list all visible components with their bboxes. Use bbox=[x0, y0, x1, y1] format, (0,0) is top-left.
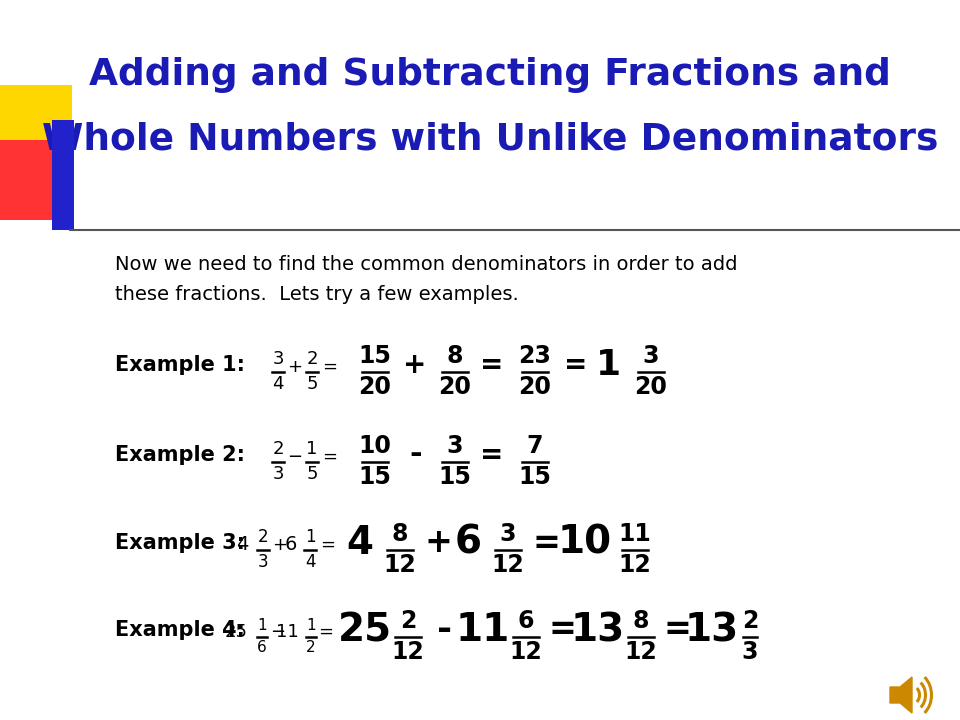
Text: 4: 4 bbox=[273, 375, 284, 393]
Text: 2: 2 bbox=[306, 350, 318, 368]
Text: =: = bbox=[564, 351, 588, 379]
Bar bbox=[52, 120, 74, 230]
Text: 4: 4 bbox=[304, 553, 315, 571]
Text: 12: 12 bbox=[492, 553, 524, 577]
Text: =: = bbox=[663, 613, 691, 647]
Text: -: - bbox=[410, 441, 422, 469]
Text: 10: 10 bbox=[359, 434, 392, 458]
Polygon shape bbox=[890, 677, 912, 713]
Text: +: + bbox=[287, 358, 302, 376]
Text: 1: 1 bbox=[595, 348, 620, 382]
Text: =: = bbox=[480, 351, 504, 379]
Text: Example 4:: Example 4: bbox=[115, 620, 245, 640]
Text: 3: 3 bbox=[643, 344, 660, 368]
Text: 15: 15 bbox=[359, 344, 392, 368]
Text: 8: 8 bbox=[633, 609, 649, 633]
Text: Example 2:: Example 2: bbox=[115, 445, 245, 465]
Text: 3: 3 bbox=[273, 350, 284, 368]
Text: 6: 6 bbox=[284, 536, 297, 554]
Bar bbox=[0, 85, 72, 185]
Text: 2: 2 bbox=[306, 640, 316, 655]
Text: 20: 20 bbox=[439, 375, 471, 399]
Text: 3: 3 bbox=[273, 465, 284, 483]
Text: 5: 5 bbox=[306, 375, 318, 393]
Text: 15: 15 bbox=[518, 465, 551, 489]
Text: Whole Numbers with Unlike Denominators: Whole Numbers with Unlike Denominators bbox=[42, 122, 938, 158]
Text: 1: 1 bbox=[306, 440, 318, 458]
Text: 1: 1 bbox=[304, 528, 315, 546]
Text: =: = bbox=[323, 358, 338, 376]
Text: =: = bbox=[321, 536, 335, 554]
Text: 20: 20 bbox=[635, 375, 667, 399]
Text: -: - bbox=[438, 613, 452, 647]
Bar bbox=[0, 140, 58, 220]
Text: 6: 6 bbox=[454, 524, 482, 562]
Text: =: = bbox=[480, 441, 504, 469]
Text: 12: 12 bbox=[392, 640, 424, 664]
Text: 25: 25 bbox=[225, 623, 248, 641]
Text: 2: 2 bbox=[742, 609, 758, 633]
Text: 2: 2 bbox=[399, 609, 417, 633]
Text: Adding and Subtracting Fractions and: Adding and Subtracting Fractions and bbox=[89, 57, 891, 93]
Text: 20: 20 bbox=[518, 375, 551, 399]
Text: Now we need to find the common denominators in order to add: Now we need to find the common denominat… bbox=[115, 256, 737, 274]
Text: 15: 15 bbox=[359, 465, 392, 489]
Text: 12: 12 bbox=[625, 640, 658, 664]
Text: =: = bbox=[548, 613, 576, 647]
Text: 1: 1 bbox=[257, 618, 267, 633]
Text: Example 1:: Example 1: bbox=[115, 355, 245, 375]
Text: 6: 6 bbox=[257, 640, 267, 655]
Text: 12: 12 bbox=[510, 640, 542, 664]
Text: 5: 5 bbox=[306, 465, 318, 483]
Text: Example 3:: Example 3: bbox=[115, 533, 245, 553]
Text: 23: 23 bbox=[518, 344, 551, 368]
Text: 12: 12 bbox=[384, 553, 417, 577]
Text: 11: 11 bbox=[456, 611, 510, 649]
Text: 10: 10 bbox=[558, 524, 612, 562]
Text: 3: 3 bbox=[500, 522, 516, 546]
Text: −: − bbox=[271, 623, 285, 641]
Text: 12: 12 bbox=[618, 553, 652, 577]
Text: 8: 8 bbox=[446, 344, 464, 368]
Text: 6: 6 bbox=[517, 609, 535, 633]
Text: +: + bbox=[403, 351, 426, 379]
Text: 4: 4 bbox=[347, 524, 373, 562]
Text: 4: 4 bbox=[235, 536, 248, 554]
Text: 15: 15 bbox=[439, 465, 471, 489]
Text: 7: 7 bbox=[527, 434, 543, 458]
Text: =: = bbox=[532, 526, 560, 559]
Text: 8: 8 bbox=[392, 522, 408, 546]
Text: 3: 3 bbox=[446, 434, 464, 458]
Text: 25: 25 bbox=[338, 611, 392, 649]
Text: 20: 20 bbox=[359, 375, 392, 399]
Text: =: = bbox=[319, 623, 333, 641]
Text: +: + bbox=[273, 536, 287, 554]
Text: 3: 3 bbox=[257, 553, 268, 571]
Text: 13: 13 bbox=[571, 611, 625, 649]
Text: 13: 13 bbox=[684, 611, 739, 649]
Text: 11: 11 bbox=[618, 522, 652, 546]
Text: 3: 3 bbox=[742, 640, 758, 664]
Text: 11: 11 bbox=[276, 623, 299, 641]
Text: 1: 1 bbox=[306, 618, 316, 633]
Text: −: − bbox=[287, 448, 302, 466]
Text: these fractions.  Lets try a few examples.: these fractions. Lets try a few examples… bbox=[115, 286, 518, 305]
Text: 2: 2 bbox=[273, 440, 284, 458]
Text: +: + bbox=[424, 526, 452, 559]
Text: 2: 2 bbox=[257, 528, 268, 546]
Text: =: = bbox=[323, 448, 338, 466]
